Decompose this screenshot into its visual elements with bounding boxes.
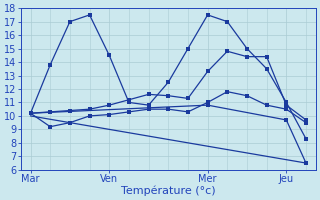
X-axis label: Température (°c): Température (°c) bbox=[121, 185, 216, 196]
